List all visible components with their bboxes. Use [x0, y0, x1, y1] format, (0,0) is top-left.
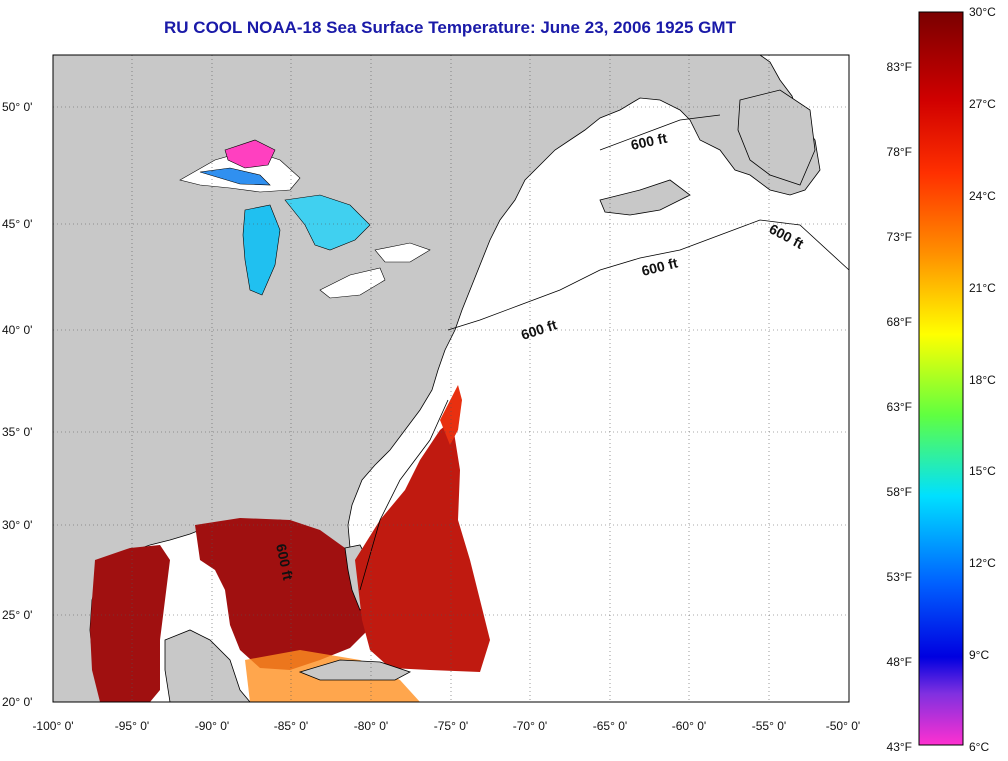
- cb-fahrenheit-label: 48°F: [887, 655, 912, 669]
- cb-celsius-label: 12°C: [969, 556, 996, 570]
- colorbar: [918, 11, 964, 746]
- graticule: [53, 55, 849, 702]
- isobath-label: 600 ft: [273, 542, 296, 581]
- cb-fahrenheit-label: 53°F: [887, 570, 912, 584]
- gulf-of-mexico-sst: [195, 518, 368, 670]
- cb-celsius-label: 9°C: [969, 648, 989, 662]
- cb-celsius-label: 18°C: [969, 373, 996, 387]
- lon-label: -90° 0': [195, 719, 229, 733]
- cb-celsius-label: 24°C: [969, 189, 996, 203]
- cb-fahrenheit-label: 63°F: [887, 400, 912, 414]
- cb-fahrenheit-label: 78°F: [887, 145, 912, 159]
- colorbar-celsius-labels: 30°C 27°C 24°C 21°C 18°C 15°C 12°C 9°C 6…: [969, 5, 996, 754]
- lon-label: -50° 0': [826, 719, 860, 733]
- map-title: RU COOL NOAA-18 Sea Surface Temperature:…: [164, 18, 736, 37]
- lat-label: 50° 0': [2, 100, 32, 114]
- cb-celsius-label: 30°C: [969, 5, 996, 19]
- lat-label: 30° 0': [2, 518, 32, 532]
- lat-label: 25° 0': [2, 608, 32, 622]
- isobath-600ft: [359, 114, 849, 591]
- cb-celsius-label: 15°C: [969, 464, 996, 478]
- colorbar-fahrenheit-labels: 83°F 78°F 73°F 68°F 63°F 58°F 53°F 48°F …: [887, 60, 912, 754]
- lon-label: -95° 0': [115, 719, 149, 733]
- lat-label: 40° 0': [2, 323, 32, 337]
- cb-fahrenheit-label: 43°F: [887, 740, 912, 754]
- cb-celsius-label: 21°C: [969, 281, 996, 295]
- lat-label: 35° 0': [2, 425, 32, 439]
- lon-label: -70° 0': [513, 719, 547, 733]
- lon-label: -55° 0': [752, 719, 786, 733]
- cb-fahrenheit-label: 73°F: [887, 230, 912, 244]
- lat-label: 45° 0': [2, 217, 32, 231]
- lon-label: -100° 0': [32, 719, 73, 733]
- lon-label: -85° 0': [274, 719, 308, 733]
- lon-label: -75° 0': [434, 719, 468, 733]
- gulf-west-sst: [90, 545, 170, 702]
- great-lakes: [179, 139, 431, 299]
- isobath-label: 600 ft: [629, 130, 668, 153]
- cb-celsius-label: 27°C: [969, 97, 996, 111]
- lon-label: -65° 0': [593, 719, 627, 733]
- map-frame: [52, 54, 850, 703]
- cb-fahrenheit-label: 83°F: [887, 60, 912, 74]
- lat-label: 20° 0': [2, 695, 32, 709]
- caribbean-sst: [355, 420, 490, 672]
- lon-label: -80° 0': [354, 719, 388, 733]
- longitude-labels: -100° 0' -95° 0' -90° 0' -85° 0' -80° 0'…: [32, 719, 860, 733]
- latitude-labels: 50° 0' 45° 0' 40° 0' 35° 0' 30° 0' 25° 0…: [2, 100, 32, 709]
- cb-fahrenheit-label: 68°F: [887, 315, 912, 329]
- cb-celsius-label: 6°C: [969, 740, 989, 754]
- lon-label: -60° 0': [672, 719, 706, 733]
- cb-fahrenheit-label: 58°F: [887, 485, 912, 499]
